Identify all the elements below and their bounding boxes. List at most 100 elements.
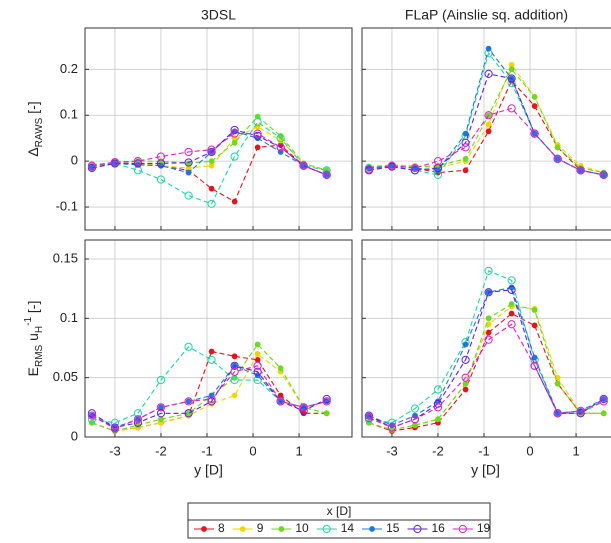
data-point [553,154,562,163]
series-line [368,79,604,176]
series-line [91,350,327,432]
series-line [368,270,604,424]
data-point [322,394,331,404]
data-point [208,158,215,165]
data-point [253,118,262,127]
y-axis-label-part: RMS [34,344,45,367]
data-point [253,361,262,370]
data-point [433,157,443,166]
data-point [299,406,308,415]
series-group [87,341,331,434]
data-point [530,129,539,138]
data-point [207,147,216,157]
data-point [208,348,215,355]
data-point [484,335,493,344]
data-point [553,409,562,418]
y-axis-label-part: H [34,326,45,333]
data-point [387,423,397,432]
data-point [410,404,420,413]
y-axis-label: ΔRAWS [-] [25,101,45,156]
data-point [276,134,285,143]
data-point [484,288,493,297]
data-point [433,385,443,394]
series-line [91,121,327,205]
y-tick-label: 0.15 [53,250,78,265]
data-point [110,424,120,433]
plot-frame [361,239,611,438]
data-point [156,152,166,161]
data-point [156,175,166,184]
data-point [277,392,284,399]
series-line [368,63,604,174]
data-point [185,410,192,417]
data-point [484,266,493,275]
y-axis-label-part: [-] [25,101,41,117]
y-tick-label: 0.2 [60,61,78,76]
x-tick-label: -2 [155,443,167,458]
y-axis-label-part: [-] [25,301,41,317]
data-point [276,143,285,152]
data-point [254,144,261,151]
series-group [364,45,608,180]
data-point [254,356,261,363]
y-tick-label: 0 [71,153,78,168]
data-point [410,163,420,173]
data-point [508,310,515,317]
data-point [254,351,261,357]
data-point [231,139,238,146]
legend-swatch-marker [322,524,331,534]
x-tick-label: 0 [249,443,256,458]
data-point [412,422,418,429]
data-point [230,152,239,161]
x-tick-label: -1 [478,443,490,458]
y-axis-label-part: RAWS [34,117,45,147]
data-point [599,397,608,406]
y-axis-label-part: -1 [23,317,34,326]
data-point [184,342,193,351]
data-point [133,415,143,424]
y-tick-label: 0 [71,428,78,443]
x-axis-label: y [D] [471,462,500,478]
data-point [184,397,193,406]
data-point [508,61,515,68]
panel-title: 3DSL [201,7,236,23]
data-point [599,170,608,180]
data-point [299,161,308,170]
data-point [323,172,330,178]
data-point [207,145,216,154]
data-point [462,155,469,162]
data-point [253,129,262,138]
data-point [576,409,585,418]
legend-swatch-marker [278,526,285,532]
data-point [87,163,97,173]
series-line [91,133,327,176]
x-tick-label: -3 [109,443,121,458]
data-point [461,143,470,152]
data-point [364,411,374,420]
plot-area [85,28,352,230]
data-point [276,397,285,406]
data-point [323,410,330,417]
data-point [87,161,97,170]
series-line [91,353,327,432]
legend-swatch-marker [369,526,375,532]
data-point [230,125,239,135]
data-point [508,301,515,307]
plot-frame [84,27,353,231]
series-group [364,266,608,434]
legend-swatch-marker [201,526,207,532]
series-line [368,107,604,176]
data-point [230,367,239,376]
data-point [231,353,238,360]
data-point [184,147,193,157]
y-tick-label: 0.1 [60,107,78,122]
data-point [531,354,538,361]
data-point [185,169,192,176]
y-tick-label: 0.1 [60,310,78,325]
data-point [299,403,308,412]
data-point [184,191,193,200]
x-tick-label: 1 [572,443,579,458]
series-line [91,365,327,430]
data-point [207,397,216,406]
data-point [410,415,420,424]
